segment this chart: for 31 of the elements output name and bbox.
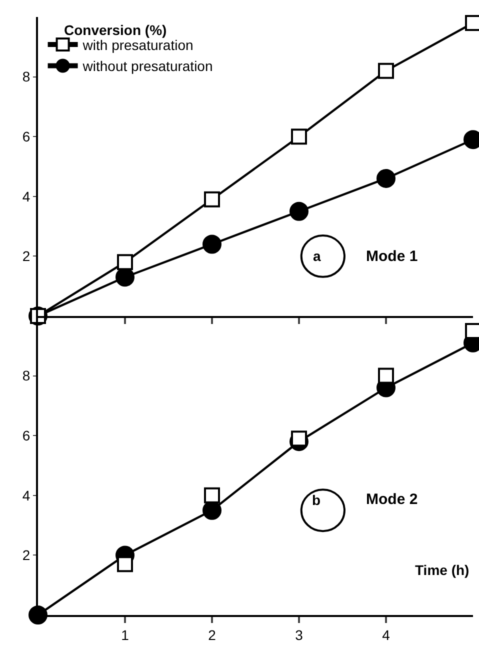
y-tick-label: 8 (22, 68, 30, 85)
annotation: Mode 2 (366, 491, 418, 508)
annotation: b (312, 492, 321, 508)
y-axis-title: Conversion (%) (64, 22, 167, 38)
point (117, 254, 133, 270)
y-tick-label: 2 (22, 248, 30, 264)
point (378, 368, 394, 384)
y-tick-label: 8 (22, 368, 30, 384)
y-tick-label: 2 (22, 547, 30, 564)
y-tick-label: 4 (22, 188, 30, 204)
y-tick-label: 6 (22, 128, 30, 144)
point (291, 128, 307, 145)
point (202, 234, 222, 254)
legend-label: with presaturation (82, 37, 194, 54)
x-tick-label: 4 (382, 626, 390, 643)
point (204, 487, 220, 504)
point (117, 556, 133, 572)
legend-label: without presaturation (82, 58, 213, 74)
x-tick-label: 1 (121, 626, 130, 643)
annotation: Mode 1 (366, 248, 418, 265)
y-tick-label: 6 (22, 428, 30, 444)
point (290, 202, 308, 221)
x-tick-label: 2 (208, 626, 216, 643)
y-tick-label: 4 (22, 487, 30, 504)
point (204, 191, 220, 208)
point (378, 62, 394, 79)
annotation: a (313, 248, 321, 264)
x-tick-label: 3 (295, 626, 304, 643)
point (291, 430, 307, 447)
point (376, 168, 396, 188)
x-axis-title: Time (h) (415, 562, 470, 578)
